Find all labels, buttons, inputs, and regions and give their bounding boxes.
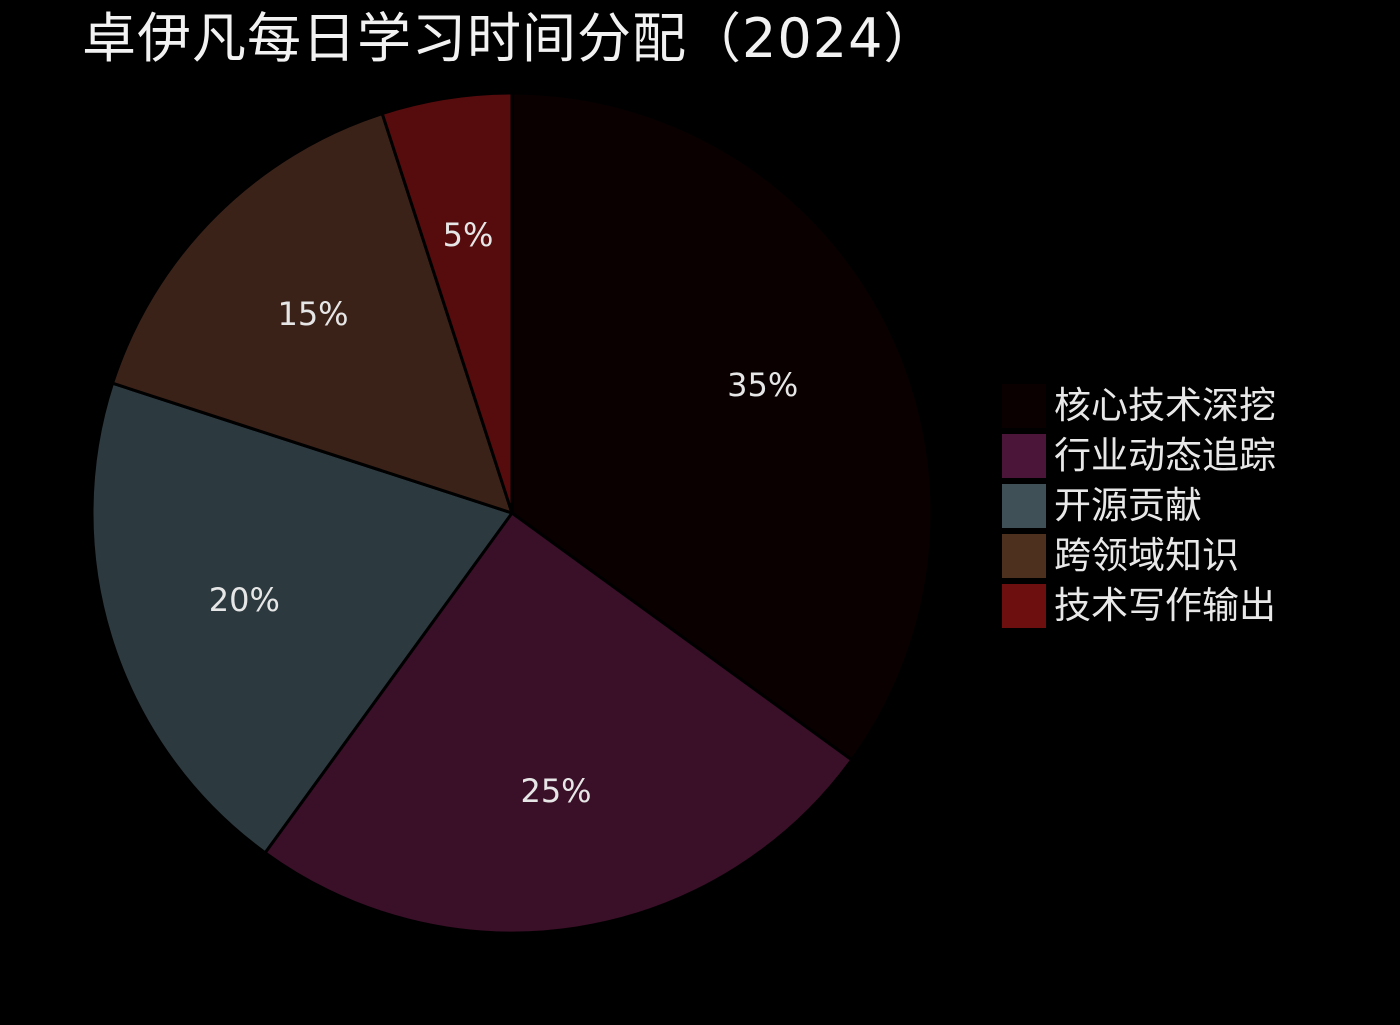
pie-slices <box>90 91 934 935</box>
legend: 核心技术深挖 行业动态追踪 开源贡献 跨领域知识 技术写作输出 <box>1002 381 1276 631</box>
legend-item-cross-domain: 跨领域知识 <box>1002 531 1276 581</box>
legend-swatch <box>1002 484 1046 528</box>
legend-label: 行业动态追踪 <box>1054 434 1276 477</box>
legend-label: 核心技术深挖 <box>1054 384 1276 427</box>
pie-slice-3 <box>90 381 515 855</box>
slice-value-label: 20% <box>209 581 280 619</box>
legend-item-open-source: 开源贡献 <box>1002 481 1276 531</box>
legend-swatch <box>1002 534 1046 578</box>
legend-item-core-tech: 核心技术深挖 <box>1002 381 1276 431</box>
legend-swatch <box>1002 384 1046 428</box>
legend-label: 技术写作输出 <box>1054 584 1276 627</box>
pie-slice-2 <box>263 510 854 935</box>
pie-slice-1 <box>510 91 934 762</box>
slice-value-label: 25% <box>520 772 591 810</box>
slice-value-label: 5% <box>443 216 494 254</box>
pie-value-labels: 35% 25% 20% 15% 5% <box>209 216 798 810</box>
legend-label: 开源贡献 <box>1054 484 1202 527</box>
pie-slice-5 <box>380 91 514 514</box>
legend-swatch <box>1002 434 1046 478</box>
legend-swatch <box>1002 584 1046 628</box>
slice-value-label: 15% <box>277 295 348 333</box>
chart-title: 卓伊凡每日学习时间分配（2024） <box>82 7 939 70</box>
legend-label: 跨领域知识 <box>1054 534 1239 577</box>
slice-value-label: 35% <box>727 366 798 404</box>
pie-slice-4 <box>110 111 515 516</box>
legend-item-tech-writing: 技术写作输出 <box>1002 581 1276 631</box>
legend-item-industry-trends: 行业动态追踪 <box>1002 431 1276 481</box>
